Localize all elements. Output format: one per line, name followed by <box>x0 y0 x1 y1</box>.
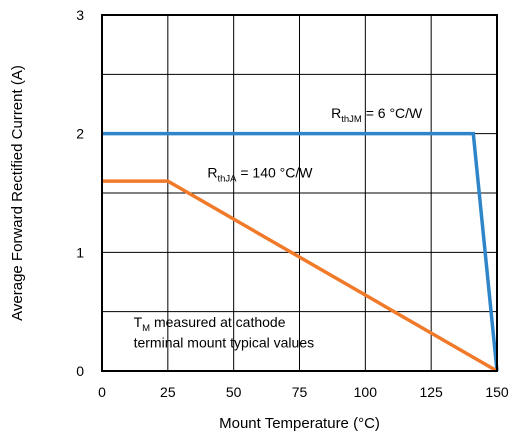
annotations: RthJM = 6 °C/W RthJA = 140 °C/W TM measure… <box>134 105 423 350</box>
series-line-2 <box>102 179 498 373</box>
x-tick-label: 150 <box>485 384 509 400</box>
rthjm-annotation: RthJM = 6 °C/W <box>331 105 423 125</box>
x-tick-label: 0 <box>98 384 106 400</box>
y-tick-label: 0 <box>76 363 84 379</box>
x-tick-label: 100 <box>354 384 378 400</box>
x-tick-label: 25 <box>160 384 176 400</box>
y-tick-labels: 0 1 2 3 <box>76 7 84 379</box>
series-line-1 <box>102 131 499 372</box>
y-tick-label: 1 <box>76 244 84 260</box>
x-tick-labels: 0 25 50 75 100 125 150 <box>98 384 509 400</box>
x-axis-label: Mount Temperature (°C) <box>219 415 380 432</box>
plot-frame <box>101 14 498 372</box>
series-lines <box>102 131 499 373</box>
y-tick-label: 3 <box>76 7 84 23</box>
x-tick-label: 50 <box>226 384 242 400</box>
note-line-1: TM measured at cathode <box>134 314 286 334</box>
rthja-annotation: RthJA = 140 °C/W <box>207 165 313 185</box>
y-axis-label: Average Forward Rectified Current (A) <box>9 65 26 321</box>
x-tick-label: 75 <box>292 384 308 400</box>
x-tick-label: 125 <box>419 384 443 400</box>
y-tick-label: 2 <box>76 126 84 142</box>
note-line-2: terminal mount typical values <box>134 334 315 350</box>
